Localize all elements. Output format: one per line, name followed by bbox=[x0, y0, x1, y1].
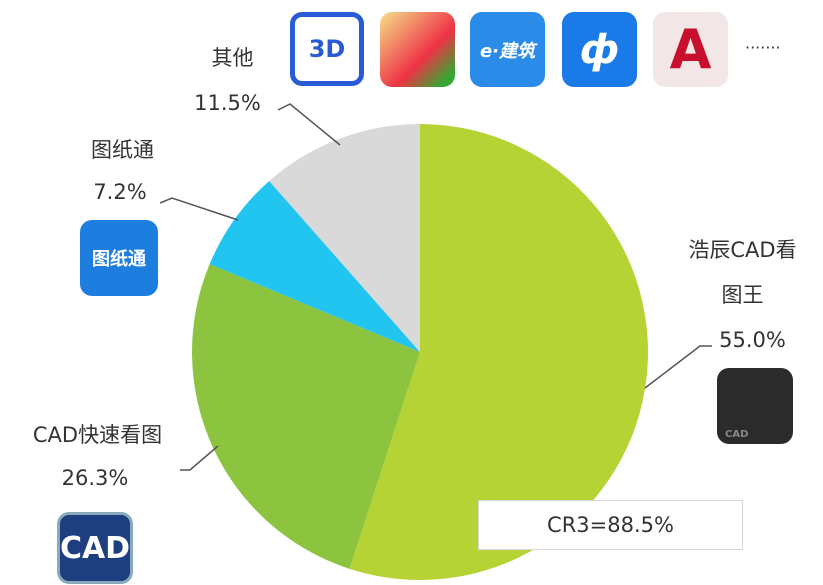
app-icon: CAD bbox=[717, 368, 793, 444]
pie-slice bbox=[209, 180, 420, 352]
app-icon: e·建筑 bbox=[470, 12, 545, 87]
value-label: 26.3% bbox=[61, 466, 129, 490]
annotation: CR3=88.5% bbox=[478, 500, 743, 550]
category-label: 浩辰CAD看图王 bbox=[688, 238, 797, 307]
pie-slice bbox=[349, 124, 648, 580]
app-icon: 3D bbox=[290, 12, 364, 86]
app-icon bbox=[380, 12, 455, 87]
category-label: 其他 bbox=[211, 46, 254, 70]
leader-line bbox=[180, 445, 219, 471]
app-icon: CAD bbox=[57, 512, 133, 584]
leader-line bbox=[277, 103, 341, 146]
pie-slice bbox=[269, 124, 420, 352]
more: ······· bbox=[745, 38, 781, 57]
leader-lines bbox=[159, 103, 712, 471]
app-icon: A bbox=[653, 12, 728, 87]
category-label: 图纸通 bbox=[91, 138, 154, 162]
value-label: 7.2% bbox=[93, 180, 147, 204]
pie-slice bbox=[191, 264, 420, 569]
category-label: CAD快速看图 bbox=[32, 423, 163, 447]
app-icon: 图纸通 bbox=[80, 220, 158, 296]
leader-line bbox=[644, 345, 712, 389]
leader-line bbox=[159, 197, 239, 221]
value-label: 55.0% bbox=[719, 328, 786, 352]
value-label: 11.5% bbox=[194, 91, 261, 115]
app-icon: ф bbox=[562, 12, 637, 87]
